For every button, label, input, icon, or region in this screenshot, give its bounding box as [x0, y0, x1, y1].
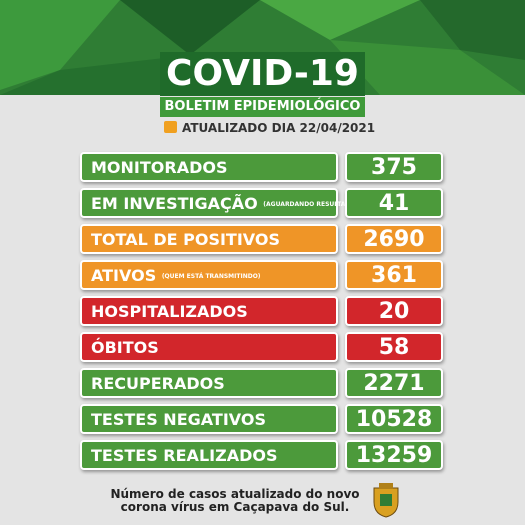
title: COVID-19	[160, 52, 365, 96]
label-text: TESTES NEGATIVOS	[91, 410, 266, 429]
row-label: MONITORADOS	[80, 152, 338, 182]
label-text: TESTES REALIZADOS	[91, 446, 278, 465]
label-text: TOTAL DE POSITIVOS	[91, 230, 281, 249]
label-note: (QUEM ESTÁ TRANSMITINDO)	[161, 273, 261, 280]
row-label: HOSPITALIZADOS	[80, 296, 338, 326]
row-label: EM INVESTIGAÇÃO (AGUARDANDO RESULTADO)	[80, 188, 358, 218]
subtitle: BOLETIM EPIDEMIOLÓGICO	[160, 97, 365, 117]
header-background	[0, 0, 525, 95]
row-value: 2271	[345, 368, 443, 398]
row-label: TOTAL DE POSITIVOS	[80, 224, 338, 254]
row-value: 13259	[345, 440, 443, 470]
label-text: MONITORADOS	[91, 158, 228, 177]
label-text: HOSPITALIZADOS	[91, 302, 248, 321]
row-value: 361	[345, 260, 443, 290]
row-label: TESTES NEGATIVOS	[80, 404, 338, 434]
row-label: ATIVOS (QUEM ESTÁ TRANSMITINDO)	[80, 260, 338, 290]
footer-line: Número de casos atualizado do novo	[110, 487, 360, 501]
row-value: 41	[345, 188, 443, 218]
updated-date: ATUALIZADO DIA 22/04/2021	[182, 121, 376, 135]
city-emblem	[373, 483, 399, 518]
row-label: TESTES REALIZADOS	[80, 440, 338, 470]
label-text: ATIVOS	[91, 266, 157, 285]
calendar-icon	[164, 121, 177, 133]
label-text: EM INVESTIGAÇÃO	[91, 194, 258, 213]
row-value: 58	[345, 332, 443, 362]
row-value: 2690	[345, 224, 443, 254]
row-value: 375	[345, 152, 443, 182]
footer-line: corona vírus em Caçapava do Sul.	[120, 500, 350, 514]
row-label: RECUPERADOS	[80, 368, 338, 398]
label-note: (AGUARDANDO RESULTADO)	[263, 201, 359, 208]
row-value: 10528	[345, 404, 443, 434]
row-label: ÓBITOS	[80, 332, 338, 362]
label-text: ÓBITOS	[91, 338, 159, 357]
row-value: 20	[345, 296, 443, 326]
label-text: RECUPERADOS	[91, 374, 225, 393]
